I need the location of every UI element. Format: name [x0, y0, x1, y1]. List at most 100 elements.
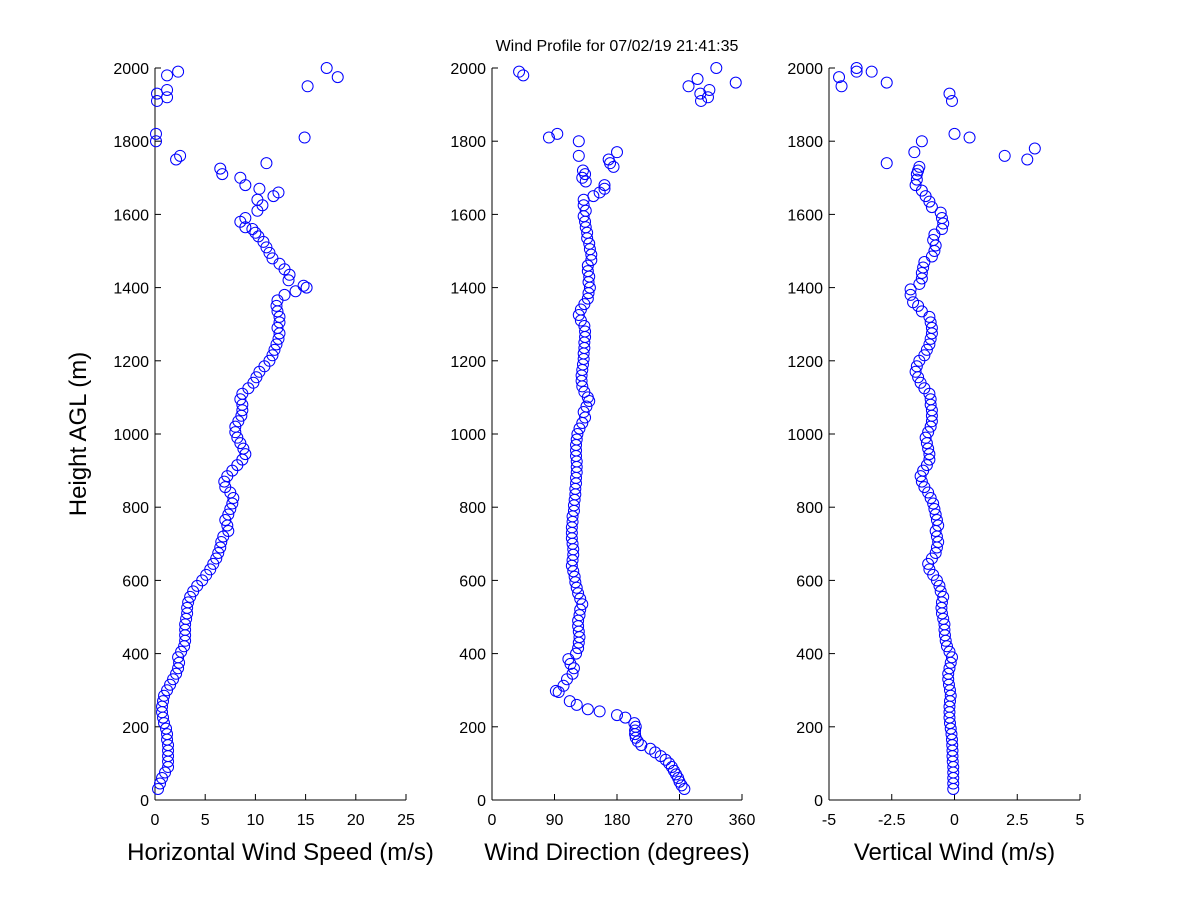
data-point-vertical	[928, 503, 941, 516]
data-point-speed	[270, 338, 283, 351]
data-point-speed	[161, 83, 174, 96]
x-tick-label-direction: 360	[729, 812, 756, 829]
x-tick-label-speed: 25	[397, 812, 415, 829]
y-tick-label-vertical: 1800	[787, 134, 823, 151]
data-point-speed	[152, 783, 165, 796]
y-tick-label-vertical: 200	[796, 720, 823, 737]
data-point-speed	[215, 535, 228, 548]
data-point-speed	[175, 645, 188, 658]
data-point-direction	[572, 309, 585, 322]
data-point-direction	[691, 72, 704, 85]
data-point-vertical	[927, 497, 940, 510]
data-point-vertical	[914, 470, 927, 483]
data-point-speed	[298, 131, 311, 144]
data-point-direction	[513, 65, 526, 78]
data-point-vertical	[915, 135, 928, 148]
panel-speed: 0 200 400 600 800 1000 1200 1400 1600 1800 2000 0 5 1…	[65, 61, 434, 866]
x-axis-label-speed: Horizontal Wind Speed (m/s)	[127, 839, 434, 866]
data-point-vertical	[938, 618, 951, 631]
data-point-direction	[682, 80, 695, 93]
data-point-direction	[701, 91, 714, 104]
data-point-direction	[611, 146, 623, 159]
data-point-vertical	[932, 535, 945, 548]
data-point-vertical	[833, 71, 846, 84]
data-point-vertical	[924, 393, 937, 406]
data-point-vertical	[919, 431, 932, 444]
x-tick-label-direction: 180	[604, 812, 631, 829]
data-point-vertical	[880, 157, 893, 170]
y-tick-label-vertical: 1200	[787, 354, 823, 371]
data-point-direction	[703, 83, 716, 96]
data-point-direction	[576, 598, 589, 611]
data-point-speed	[161, 728, 174, 741]
data-point-speed	[239, 212, 252, 225]
data-point-vertical	[929, 546, 942, 559]
data-point-direction	[568, 570, 581, 583]
data-point-speed	[249, 226, 262, 239]
data-point-speed	[272, 186, 285, 199]
data-point-speed	[222, 508, 235, 521]
data-point-vertical	[865, 65, 878, 78]
data-point-speed	[212, 546, 225, 559]
x-axis-label-vertical: Vertical Wind (m/s)	[854, 839, 1055, 866]
data-point-direction	[566, 667, 579, 680]
y-axis-label-speed: Height AGL (m)	[65, 352, 92, 517]
data-point-speed	[174, 149, 187, 162]
data-point-speed	[224, 503, 237, 516]
data-point-vertical	[835, 80, 848, 93]
data-point-vertical	[904, 288, 917, 301]
data-point-vertical	[923, 338, 936, 351]
data-point-vertical	[904, 283, 917, 296]
data-point-vertical	[943, 662, 956, 675]
y-tick-label-speed: 600	[122, 573, 149, 590]
x-tick-label-vertical: 0	[950, 812, 959, 829]
data-point-direction	[629, 724, 642, 737]
data-point-vertical	[943, 645, 956, 658]
y-tick-label-speed: 0	[140, 793, 149, 810]
data-point-direction	[628, 717, 641, 730]
data-point-speed	[278, 288, 291, 301]
data-point-vertical	[914, 376, 927, 389]
data-point-speed	[273, 310, 286, 323]
data-point-speed	[270, 299, 283, 312]
y-tick-label-speed: 200	[122, 720, 149, 737]
y-tick-label-vertical: 1400	[787, 281, 823, 298]
y-tick-label-direction: 1600	[450, 207, 486, 224]
data-point-vertical	[925, 321, 938, 334]
data-point-speed	[239, 448, 252, 461]
data-point-vertical	[942, 667, 955, 680]
data-point-vertical	[937, 590, 950, 603]
x-tick-label-speed: 20	[347, 812, 365, 829]
data-point-direction	[517, 69, 530, 82]
panel-direction: 0 200 400 600 800 1000 1200 1400 1600 1800 2000 0 90…	[450, 61, 755, 866]
markers-speed	[150, 62, 344, 796]
data-point-speed	[300, 281, 313, 294]
data-point-speed	[297, 279, 310, 292]
data-point-speed	[250, 371, 263, 384]
data-point-vertical	[925, 201, 938, 214]
data-point-direction	[598, 182, 611, 195]
y-tick-label-speed: 800	[122, 500, 149, 517]
y-tick-label-vertical: 0	[814, 793, 823, 810]
data-point-speed	[204, 563, 217, 576]
data-point-direction	[567, 662, 580, 675]
data-point-direction	[619, 711, 632, 724]
data-point-vertical	[937, 217, 950, 230]
y-tick-label-direction: 1000	[450, 427, 486, 444]
x-tick-label-direction: 0	[488, 812, 497, 829]
data-point-vertical	[925, 250, 938, 263]
data-point-direction	[551, 127, 564, 140]
data-point-direction	[574, 592, 587, 605]
x-tick-label-speed: 10	[247, 812, 265, 829]
data-point-speed	[301, 80, 314, 93]
y-tick-label-vertical: 600	[796, 573, 823, 590]
data-point-direction	[581, 703, 594, 716]
data-point-speed	[234, 393, 247, 406]
data-point-speed	[159, 766, 172, 779]
data-point-speed	[210, 552, 223, 565]
data-point-vertical	[850, 65, 863, 78]
data-point-speed	[214, 162, 227, 175]
data-point-speed	[184, 590, 197, 603]
